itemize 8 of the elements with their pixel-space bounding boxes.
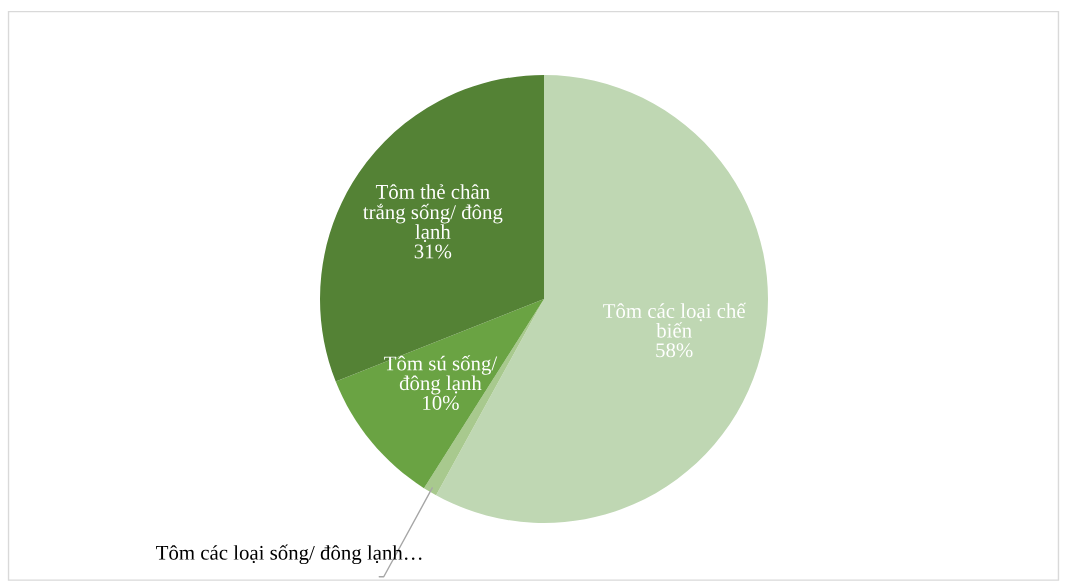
pie-slice: [335, 299, 544, 489]
slice-label: Tôm thẻ chân trắng sống/ đông lạnh: [363, 184, 503, 243]
data-label: 10%: [423, 395, 459, 410]
slice-label: Tôm các loại sống/ đông lạnh…: [156, 544, 422, 565]
slice-label: Tôm sú sống/ đông lạnh: [384, 355, 498, 395]
slice-label: Tôm các loại chế biến: [603, 302, 747, 338]
data-label: 31%: [414, 244, 452, 259]
data-label: 58%: [656, 343, 693, 358]
